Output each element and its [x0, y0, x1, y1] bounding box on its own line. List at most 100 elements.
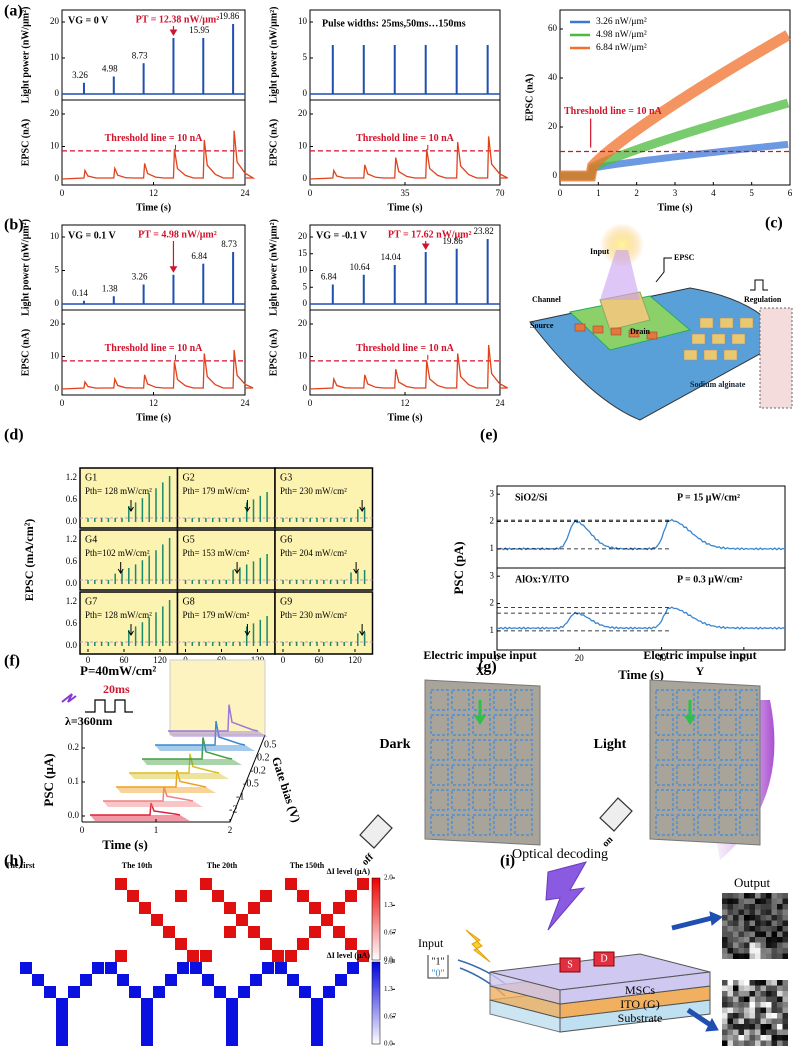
y-tick-label: 0.6	[66, 494, 78, 504]
output-pixel	[766, 904, 772, 910]
output-pixel	[733, 909, 739, 915]
output-pixel	[749, 1018, 755, 1024]
regulation-pulse	[750, 279, 768, 291]
output-pixel	[782, 1002, 788, 1008]
pulse-label: 8.73	[132, 50, 148, 60]
output-pixel	[771, 915, 777, 921]
output-pixel	[727, 942, 733, 948]
output-pixel	[722, 1029, 728, 1035]
layer-label: Substrate	[618, 1011, 663, 1025]
threshold-power: Pth= 179 mW/cm²	[183, 486, 250, 496]
output-pixel	[760, 926, 766, 932]
threshold-power: Pth= 230 mW/cm²	[280, 610, 347, 620]
electrode	[574, 323, 586, 332]
pulse-label: 0.14	[72, 288, 88, 298]
gate-pad	[723, 349, 738, 361]
blue-pixel	[287, 974, 299, 986]
output-pixel	[755, 980, 761, 986]
blue-pixel	[238, 986, 250, 998]
output-pixel	[771, 1013, 777, 1019]
psc-trace	[116, 770, 207, 788]
x-tick-label: 0	[558, 188, 563, 198]
blue-pixel	[56, 998, 68, 1010]
pixel-frame	[430, 689, 449, 711]
output-pixel	[727, 915, 733, 921]
y-axis-label: EPSC (nA)	[524, 74, 535, 122]
x-tick-label: 40	[657, 653, 667, 663]
output-pixel	[755, 898, 761, 904]
drain-pad	[593, 951, 615, 967]
pixel-frame	[676, 764, 695, 786]
output-pixel	[727, 1029, 733, 1035]
output-pixel	[744, 909, 750, 915]
output-pixel	[744, 893, 750, 899]
output-pixel	[782, 904, 788, 910]
output-pixel	[760, 937, 766, 943]
pulse-label: 3.26	[72, 70, 88, 80]
output-pixel	[766, 991, 772, 997]
output-pixel	[755, 948, 761, 954]
y-axis-label: PSC (μA)	[41, 753, 56, 806]
output-pixel	[771, 904, 777, 910]
pixel-frame	[514, 764, 533, 786]
output-pixel	[733, 1002, 739, 1008]
pad-label: D	[600, 953, 607, 964]
output-pixel	[782, 948, 788, 954]
x-tick-label: 0	[60, 398, 65, 408]
output-pixel	[738, 1040, 744, 1046]
output-pixel	[722, 1018, 728, 1024]
input-axis: X	[476, 664, 485, 678]
pixel-frame	[451, 714, 470, 736]
output-pixel	[727, 996, 733, 1002]
y-tick-label: 20	[50, 318, 60, 328]
output-pixel	[733, 926, 739, 932]
output-pixel	[777, 909, 783, 915]
threshold-power: PT = 4.98 nW/μm²	[138, 229, 217, 240]
y-tick-label: 20	[298, 231, 308, 241]
output-pixel	[777, 1007, 783, 1013]
output-pixel	[749, 937, 755, 943]
arrow-head	[117, 568, 124, 574]
pixel-frame	[451, 789, 470, 811]
y-tick-label: 0	[303, 88, 308, 98]
gate-label: G5	[183, 534, 195, 545]
output-pixel	[749, 893, 755, 899]
pulse-label: 4.98	[102, 64, 118, 74]
arrow-head	[244, 506, 251, 512]
y-tick-label: 0	[303, 173, 308, 183]
output-pixel	[755, 904, 761, 910]
pixel-frame	[472, 739, 491, 761]
light-bolt	[545, 861, 588, 931]
output-pixel	[733, 1024, 739, 1030]
panel-label: (c)	[765, 215, 783, 232]
blue-pixel	[56, 1010, 68, 1022]
red-pixel	[248, 902, 260, 914]
source-pad	[559, 957, 581, 973]
pixel-frame	[676, 814, 695, 836]
output-pixel	[782, 980, 788, 986]
output-pixel	[771, 909, 777, 915]
condition: VG = 0.1 V	[68, 230, 117, 241]
output-pixel	[722, 898, 728, 904]
molecule-inset	[759, 307, 793, 409]
electrode	[610, 327, 622, 336]
pixel-frame	[697, 764, 716, 786]
y-tick-label: 20	[548, 121, 558, 131]
panel-label: (d)	[4, 427, 24, 444]
output-pixel	[727, 904, 733, 910]
threshold-label: Threshold line = 10 nA	[105, 133, 204, 144]
y-tick-label: 0	[55, 383, 60, 393]
threshold-label: Threshold line = 10 nA	[564, 106, 663, 117]
y-tick-label: 0.2	[68, 742, 79, 752]
y-tick-label: 0.0	[66, 578, 78, 588]
output-pixel	[738, 926, 744, 932]
layer-label: MSCs	[625, 983, 655, 997]
output-pixel	[727, 898, 733, 904]
blue-pixel	[311, 1010, 323, 1022]
output-pixel	[727, 985, 733, 991]
output-pixel	[733, 1035, 739, 1041]
output-pixel	[771, 942, 777, 948]
psc-trace	[168, 704, 259, 732]
output-pixel	[722, 996, 728, 1002]
y-tick-label: 15	[298, 248, 308, 258]
